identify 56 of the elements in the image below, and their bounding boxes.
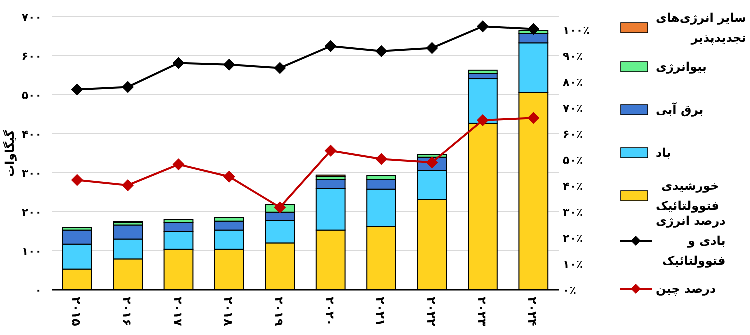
point: [223, 170, 236, 183]
y-tick-label: ۰: [35, 284, 42, 297]
x-tick-label: ۲۰۲۰: [322, 297, 337, 326]
point: [324, 144, 337, 157]
x-tick-label: ۲۰۱۸: [221, 297, 236, 327]
point: [528, 112, 540, 124]
y-tick-label: ۲۰۰: [22, 206, 42, 219]
x-tick-label: ۲۰۱۹: [272, 297, 286, 327]
x-tick-label: ۲۰۱۶: [120, 297, 134, 326]
point: [223, 58, 236, 71]
legend-label: باد: [656, 146, 672, 160]
y2-tick-label: ۹۰٪: [563, 50, 584, 63]
y-tick-label: ۷۰۰: [22, 11, 42, 24]
point: [476, 114, 489, 126]
x-tick-label: ۲۰۱۵: [69, 297, 84, 326]
x-tick-label: ۲۰۲۱: [374, 297, 388, 326]
y2-tick-label: ۱۰٪: [563, 258, 584, 271]
point: [274, 202, 286, 214]
point: [172, 57, 185, 70]
y2-tick-label: ۳۰٪: [563, 206, 584, 219]
point: [172, 158, 185, 171]
legend-label: سایر انرژی‌های تجدیدپذیر: [656, 11, 746, 45]
y-axis-title: گیگاوات: [3, 130, 17, 177]
legend-label: درصد انرژی بادی و فتوولتائیک: [656, 214, 726, 268]
legend-label: خورشیدی فتوولتائیک: [656, 179, 720, 213]
x-tick-label: ۲۰۲۴: [526, 297, 540, 326]
y2-tick-label: ۲۰٪: [563, 232, 584, 245]
legend-label: بیوانرژی: [656, 60, 707, 74]
y2-tick-label: ۸۰٪: [563, 76, 584, 89]
point: [376, 45, 388, 58]
point: [528, 23, 540, 36]
point: [376, 153, 388, 166]
y2-tick-label: ۶۰٪: [563, 128, 584, 141]
point: [426, 42, 438, 54]
point: [476, 20, 489, 33]
legend-label: درصد چین: [656, 282, 716, 296]
y-tick-label: ۵۰۰: [22, 89, 42, 102]
y-tick-label: ۱۰۰: [22, 245, 42, 258]
x-tick-label: ۲۰۲۳: [474, 297, 489, 327]
point: [71, 84, 84, 96]
point: [122, 81, 134, 94]
y-tick-label: ۳۰۰: [22, 167, 42, 180]
point: [274, 62, 286, 74]
y2-tick-label: ۴۰٪: [563, 180, 584, 193]
x-tick-label: ۲۰۱۷: [170, 297, 185, 327]
y2-tick-label: ۰٪: [563, 284, 576, 297]
point: [71, 174, 84, 186]
y-tick-label: ۴۰۰: [22, 128, 42, 141]
point: [122, 179, 134, 192]
y2-tick-label: ۵۰٪: [563, 154, 584, 167]
x-tick-label: ۲۰۲۲: [424, 297, 438, 327]
y2-tick-label: ۷۰٪: [563, 102, 584, 115]
point: [324, 40, 337, 52]
y2-tick-label: ۱۰۰٪: [563, 24, 590, 37]
legend-label: برق آبی: [656, 102, 704, 117]
y-tick-label: ۶۰۰: [22, 50, 42, 63]
